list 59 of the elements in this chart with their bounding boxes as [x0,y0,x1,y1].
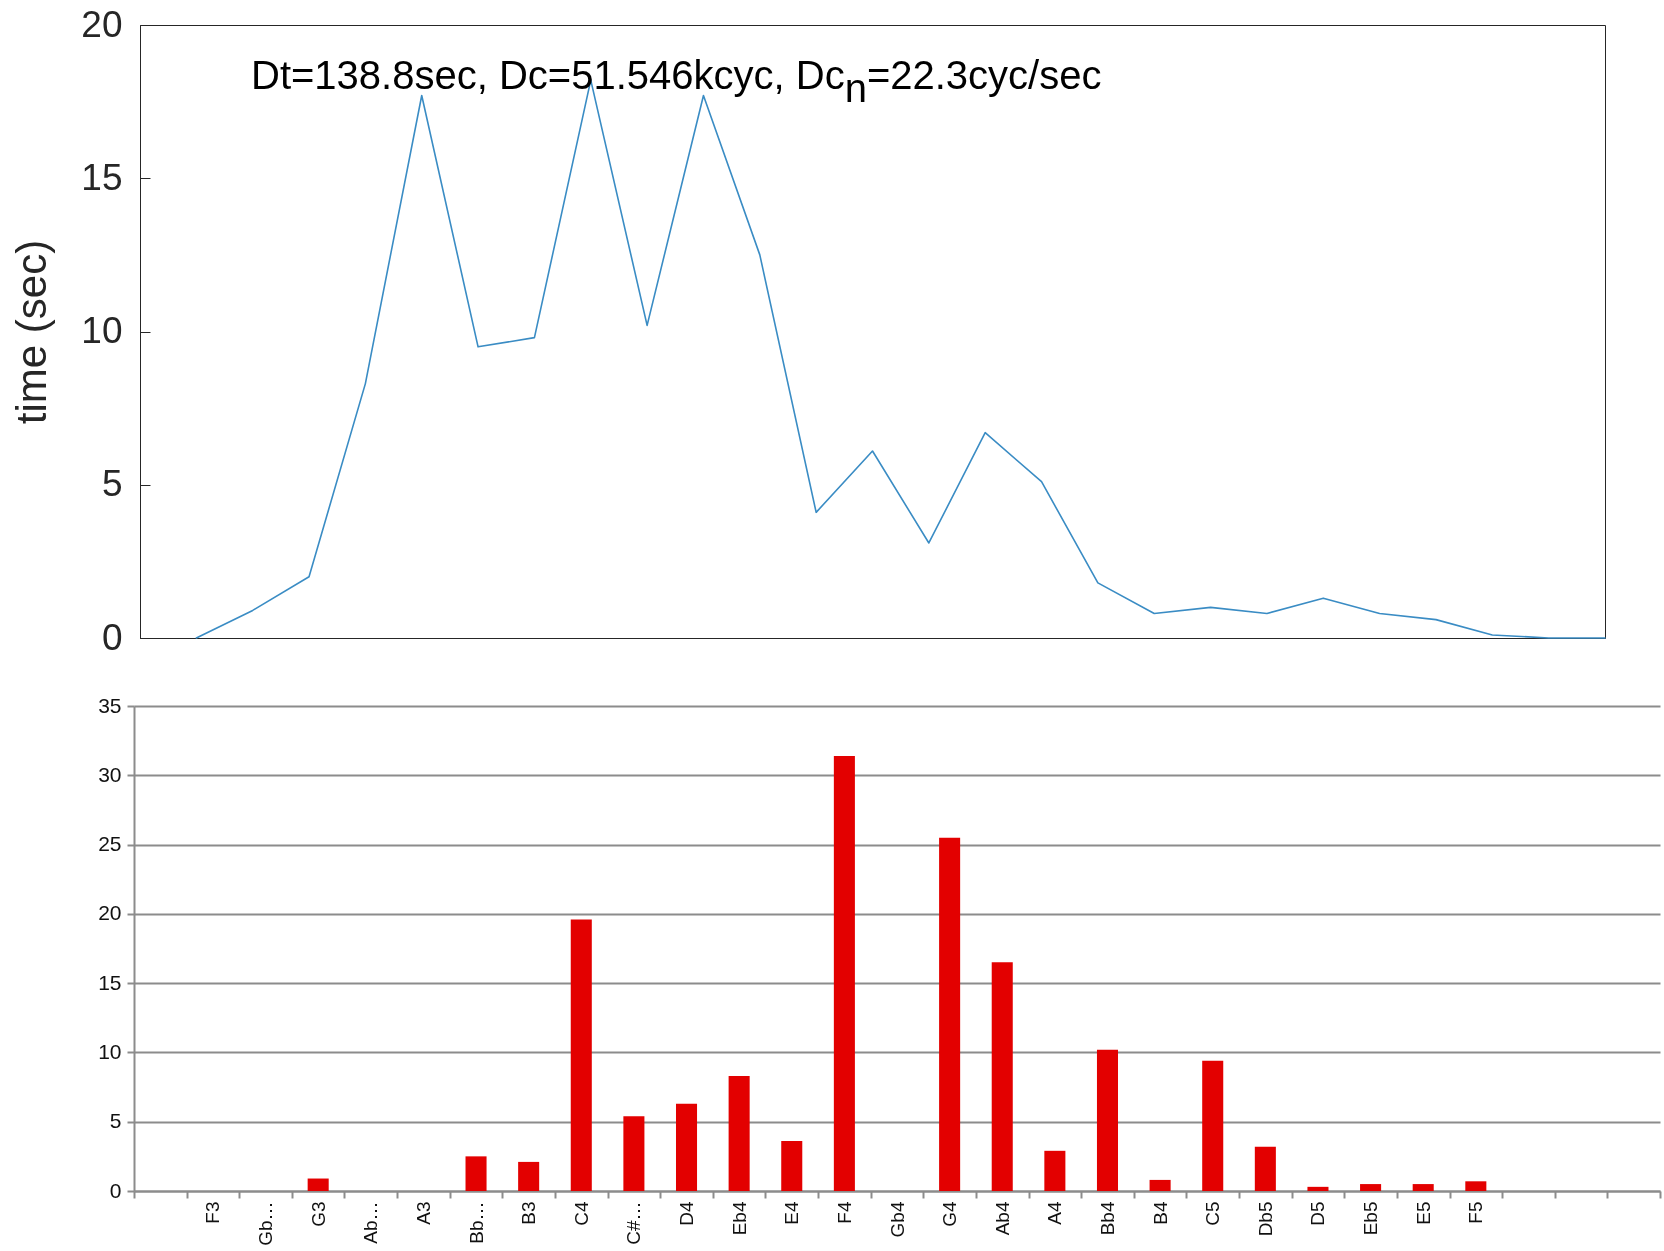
x-tick-label: F4 [833,1201,855,1224]
y-tick-label: 25 [98,832,122,856]
bar [307,1178,329,1191]
y-tick-label: 5 [109,1109,122,1133]
bar [465,1156,487,1191]
y-tick-label: 20 [98,901,122,925]
x-tick-label: Ab… [360,1201,382,1244]
x-tick-label: Bb4 [1096,1201,1118,1236]
x-tick-label: G3 [307,1201,329,1227]
bar [728,1075,750,1191]
x-tick-label: F5 [1465,1201,1487,1224]
bar [1465,1181,1487,1191]
x-tick-label: Eb5 [1360,1201,1382,1236]
y-tick-label: 0 [101,616,123,658]
y-tick-label: 30 [98,762,122,786]
bar [570,919,592,1191]
x-tick-label: D5 [1307,1201,1329,1226]
y-tick-label: 5 [101,463,123,505]
bar [1044,1150,1066,1191]
x-tick-label: B3 [518,1201,540,1225]
x-tick-label: G4 [939,1201,961,1227]
x-tick-label: Eb4 [728,1201,750,1236]
x-tick-label: Ab4 [991,1201,1013,1236]
y-tick-label: 20 [81,3,123,45]
x-tick-label: E5 [1412,1201,1434,1225]
bar [781,1141,803,1191]
x-tick-label: Bb… [465,1201,487,1244]
y-axis-title: time (sec) [8,239,56,425]
x-tick-label: C4 [570,1201,592,1226]
x-tick-label: Gb4 [886,1201,908,1238]
bar [1096,1049,1119,1191]
x-tick-label: C5 [1202,1201,1224,1226]
bar [1412,1184,1434,1191]
x-tick-label: F3 [202,1201,224,1224]
y-tick-label: 10 [98,1039,122,1063]
x-tick-label: C#… [623,1201,645,1245]
bar [1149,1179,1171,1191]
bar [991,962,1013,1191]
x-tick-label: D4 [676,1201,698,1226]
bar [675,1103,698,1191]
bar [1360,1184,1382,1191]
bar [623,1116,645,1191]
bar [1202,1060,1224,1191]
x-tick-label: E4 [781,1201,803,1225]
bar [939,837,961,1191]
y-tick-label: 15 [81,156,123,198]
bar [1254,1146,1276,1191]
bar [1307,1186,1329,1191]
y-tick-label: 15 [98,970,122,994]
x-tick-label: A4 [1044,1201,1066,1225]
x-tick-label: B4 [1149,1201,1171,1225]
bar [518,1161,540,1191]
x-tick-label: Gb… [255,1201,277,1246]
y-tick-label: 0 [109,1178,122,1202]
x-tick-label: A3 [412,1201,434,1225]
bar [833,755,855,1191]
x-tick-label: Db5 [1254,1201,1276,1237]
y-tick-label: 35 [98,693,122,717]
y-tick-label: 10 [81,310,123,351]
